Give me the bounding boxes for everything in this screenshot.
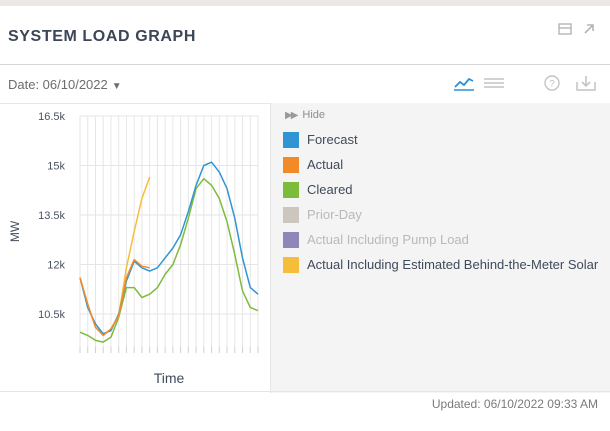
series-line-forecast [79,161,259,335]
help-icon[interactable]: ? [540,73,564,93]
caret-down-icon: ▼ [111,81,122,92]
legend-swatch [283,231,299,248]
legend-item[interactable]: Prior-Day [283,202,598,227]
legend-swatch [283,206,299,223]
footer-divider [0,391,610,392]
svg-text:?: ? [549,79,555,90]
legend-label: Prior-Day [307,207,362,222]
legend-area: ▶▶ Hide Forecast Actual Cleared Prior-Day Act… [270,103,610,393]
legend-item[interactable]: Actual [283,152,598,177]
y-tick-label: 13.5k [38,210,65,222]
legend-label: Actual [307,157,344,172]
date-selector[interactable]: Date: 06/10/2022 ▼ [8,77,122,92]
series-line-actual [79,258,150,337]
date-label: Date: 06/10/2022 [8,77,108,92]
legend-label: Cleared [307,182,353,197]
legend-label: Actual Including Pump Load [307,232,469,247]
system-load-chart: 10.5k 12k 13.5k 15k 16.5k MW Time [8,111,259,386]
table-icon[interactable] [482,73,506,93]
series-line-cleared [79,177,259,343]
y-tick-label: 16.5k [38,111,65,123]
legend-swatch [283,156,299,173]
panel-title: SYSTEM LOAD GRAPH [8,28,196,45]
y-axis-label: MW [8,220,22,242]
hide-label: Hide [302,109,326,121]
header-icons [558,22,596,36]
system-load-panel: SYSTEM LOAD GRAPH Date: 06/10/2022 ▼ [0,6,610,431]
expand-icon[interactable] [582,22,596,36]
chart-area: 10.5k 12k 13.5k 15k 16.5k MW Time [0,103,270,394]
toolbar: Date: 06/10/2022 ▼ ? [0,65,610,103]
legend-item[interactable]: Forecast [283,127,598,152]
panel-content: 10.5k 12k 13.5k 15k 16.5k MW Time ▶▶ Hide Forec… [0,103,610,394]
legend-label: Actual Including Estimated Behind-the-Me… [307,257,599,272]
legend-swatch [283,131,299,148]
double-arrow-icon: ▶▶ [285,110,298,121]
line-chart-icon[interactable] [452,73,476,93]
panel-header: SYSTEM LOAD GRAPH [0,6,610,65]
top-strip [0,0,610,6]
y-tick-label: 15k [47,161,65,173]
download-icon[interactable] [574,73,598,93]
legend-swatch [283,181,299,198]
window-icon[interactable] [558,22,572,36]
legend-label: Forecast [307,132,358,147]
y-tick-label: 12k [47,260,65,272]
y-tick-label: 10.5k [38,309,65,321]
legend-item[interactable]: Cleared [283,177,598,202]
legend-item[interactable]: Actual Including Pump Load [283,227,598,252]
view-tools: ? [438,73,598,93]
legend-item[interactable]: Actual Including Estimated Behind-the-Me… [283,252,598,277]
plot-background [80,116,258,347]
x-axis-label: Time [154,370,185,386]
legend-list: Forecast Actual Cleared Prior-Day Actual Inc… [283,127,598,277]
updated-timestamp: Updated: 06/10/2022 09:33 AM [431,397,598,411]
hide-legend-button[interactable]: ▶▶ Hide [285,109,325,121]
legend-swatch [283,256,299,273]
